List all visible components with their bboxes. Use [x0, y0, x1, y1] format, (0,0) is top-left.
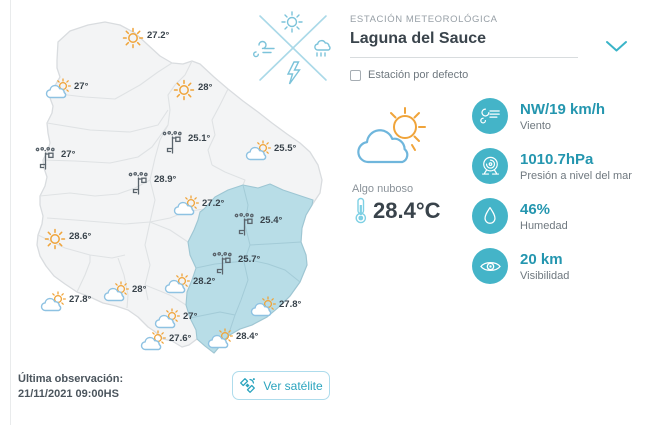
partly-cloudy-icon	[207, 328, 233, 349]
station-marker[interactable]: 28°	[103, 281, 146, 302]
station-marker[interactable]: 28.4°	[207, 328, 258, 349]
sun-icon	[122, 27, 144, 49]
checkbox-icon[interactable]	[350, 69, 361, 81]
partly-cloudy-icon	[245, 140, 271, 161]
station-temperature: 28°	[198, 82, 213, 93]
station-marker[interactable]: 28.2°	[164, 273, 215, 294]
station-selector[interactable]: ESTACIÓN METEOROLÓGICA Laguna del Sauce …	[350, 14, 630, 81]
wind-label: Viento	[520, 119, 551, 132]
station-temperature: 27.8°	[69, 294, 92, 305]
station-marker[interactable]: 27.2°	[122, 27, 169, 49]
last-observation: Última observación: 21/11/2021 09:00HS	[18, 372, 123, 402]
condition-label: Algo nuboso	[352, 183, 414, 195]
wind-barb-icon	[128, 171, 148, 195]
wind-barb-icon	[212, 251, 232, 275]
partly-cloudy-icon	[357, 107, 426, 164]
station-panel: ESTACIÓN METEOROLÓGICA Laguna del Sauce …	[350, 0, 658, 425]
station-temperature: 25.1°	[188, 133, 211, 144]
view-satellite-button[interactable]: Ver satélite	[232, 371, 330, 400]
eye-icon	[472, 248, 508, 284]
station-marker[interactable]: 27°	[45, 78, 88, 99]
station-marker[interactable]: 27.8°	[40, 291, 91, 312]
wind-value: NW/19 km/h	[520, 100, 606, 118]
weather-elements-logo	[253, 11, 331, 85]
wind-barb-icon	[35, 146, 55, 170]
left-panel-divider	[10, 0, 11, 425]
selector-divider	[350, 57, 578, 58]
station-temperature: 27°	[183, 311, 198, 322]
uruguay-weather-map: 27.2° 27° 28° 25.1°	[0, 0, 340, 402]
default-station-checkbox[interactable]: Estación por defecto	[350, 69, 630, 81]
sun-icon	[44, 228, 66, 250]
last-observation-label: Última observación:	[18, 373, 124, 385]
weather-details: NW/19 km/h Viento	[472, 91, 632, 291]
partly-cloudy-icon	[140, 330, 166, 351]
station-marker[interactable]: 27.6°	[140, 330, 191, 351]
station-marker[interactable]: 28.6°	[44, 228, 91, 250]
station-marker[interactable]: 27°	[154, 308, 197, 329]
default-station-label: Estación por defecto	[368, 69, 469, 81]
detail-humidity: 46% Humedad	[472, 191, 632, 241]
station-marker[interactable]: 27.2°	[173, 195, 224, 216]
station-marker[interactable]: 27.8°	[250, 296, 301, 317]
satellite-icon	[240, 378, 256, 393]
station-temperature: 28°	[132, 284, 147, 295]
station-temperature: 28.9°	[154, 174, 177, 185]
humidity-value: 46%	[520, 200, 551, 218]
pressure-label: Presión a nivel del mar	[520, 169, 632, 182]
partly-cloudy-icon	[250, 296, 276, 317]
station-marker[interactable]: 25.5°	[245, 140, 296, 161]
station-temperature: 28.4°	[236, 331, 259, 342]
detail-wind: NW/19 km/h Viento	[472, 91, 632, 141]
station-marker[interactable]: 25.4°	[233, 212, 282, 237]
station-temperature: 25.7°	[238, 254, 261, 265]
detail-visibility: 20 km Visibilidad	[472, 241, 632, 291]
station-temperature: 27.2°	[202, 198, 225, 209]
station-temperature: 27°	[74, 81, 89, 92]
station-marker[interactable]: 28°	[173, 79, 212, 101]
barometer-icon	[472, 148, 508, 184]
detail-pressure: 1010.7hPa Presión a nivel del mar	[472, 141, 632, 191]
sun-icon	[173, 79, 195, 101]
partly-cloudy-icon	[40, 291, 66, 312]
station-temperature: 28.6°	[69, 231, 92, 242]
pressure-value: 1010.7hPa	[520, 150, 594, 168]
uruguay-map[interactable]	[0, 0, 340, 370]
partly-cloudy-icon	[154, 308, 180, 329]
wind-barb-icon	[162, 130, 182, 154]
current-conditions: Algo nuboso 28.4°C	[352, 102, 462, 224]
station-marker[interactable]: 27°	[34, 146, 75, 171]
thermometer-icon	[355, 197, 367, 224]
partly-cloudy-icon	[173, 195, 199, 216]
humidity-label: Humedad	[520, 219, 568, 232]
visibility-label: Visibilidad	[520, 269, 570, 282]
view-satellite-label: Ver satélite	[263, 378, 323, 393]
wind-barb-icon	[234, 212, 254, 236]
station-temperature: 27°	[61, 149, 76, 160]
station-marker[interactable]: 25.7°	[211, 251, 260, 276]
partly-cloudy-icon	[45, 78, 71, 99]
wind-icon	[472, 98, 508, 134]
partly-cloudy-icon	[103, 281, 129, 302]
station-marker[interactable]: 28.9°	[127, 171, 176, 196]
visibility-value: 20 km	[520, 250, 563, 268]
station-temperature: 27.2°	[147, 30, 170, 41]
station-name[interactable]: Laguna del Sauce	[350, 30, 487, 47]
chevron-down-icon[interactable]	[605, 40, 628, 53]
station-marker[interactable]: 25.1°	[161, 130, 210, 155]
selected-region	[185, 183, 314, 354]
current-temperature: 28.4°C	[373, 197, 441, 223]
station-temperature: 27.6°	[169, 333, 192, 344]
station-temperature: 25.4°	[260, 215, 283, 226]
last-observation-value: 21/11/2021 09:00HS	[18, 387, 119, 400]
station-temperature: 25.5°	[274, 143, 297, 154]
station-selector-label: ESTACIÓN METEOROLÓGICA	[350, 14, 498, 25]
station-temperature: 28.2°	[193, 276, 216, 287]
partly-cloudy-icon	[164, 273, 190, 294]
station-temperature: 27.8°	[279, 299, 302, 310]
droplet-icon	[472, 198, 508, 234]
